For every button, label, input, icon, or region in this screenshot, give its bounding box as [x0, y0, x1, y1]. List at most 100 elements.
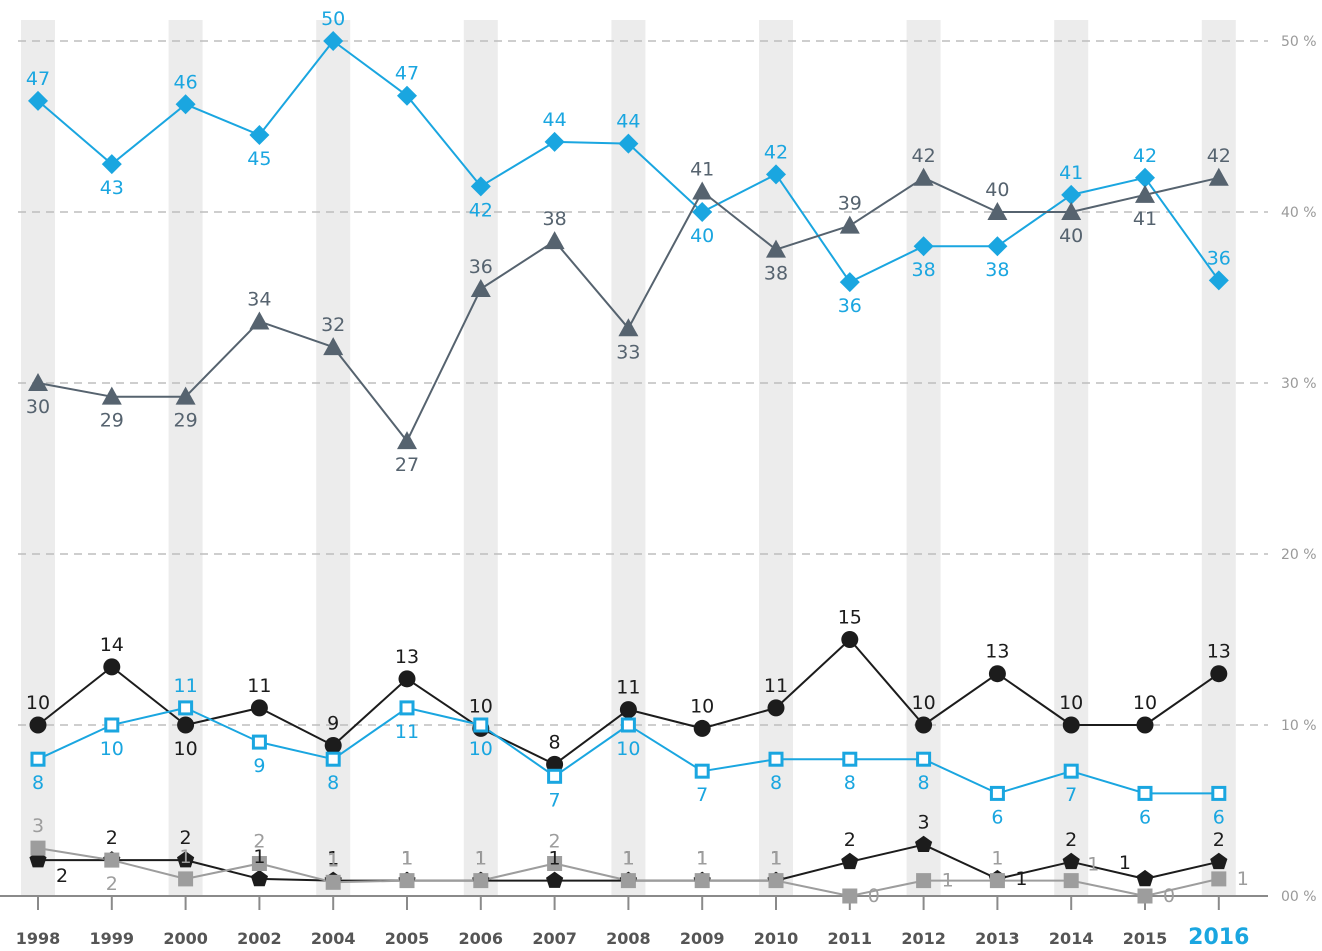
data-label: 10	[616, 738, 640, 760]
data-point-square	[547, 856, 563, 872]
y-tick-label: 40 %	[1281, 205, 1317, 221]
data-label: 47	[26, 68, 50, 90]
data-point-diamond	[618, 133, 639, 154]
data-label: 6	[991, 806, 1003, 828]
data-point-diamond	[1061, 184, 1082, 205]
x-tick-label-2009: 2009	[680, 929, 725, 948]
data-label: 11	[174, 675, 198, 697]
data-point-triangle	[913, 167, 934, 186]
y-tick-label: 10 %	[1281, 718, 1317, 734]
data-label: 1	[327, 849, 339, 871]
data-label: 44	[543, 109, 567, 131]
data-label: 32	[321, 314, 345, 336]
data-point-circle	[619, 701, 637, 719]
data-point-square-open	[1137, 785, 1153, 801]
column-band-2008	[611, 20, 646, 896]
data-point-circle	[915, 716, 933, 734]
data-point-circle	[767, 699, 785, 717]
column-band-1998	[21, 20, 55, 896]
data-label: 10	[1059, 692, 1083, 714]
data-point-square-open	[1211, 785, 1227, 801]
x-tick-label-1998: 1998	[16, 929, 61, 948]
data-label: 14	[100, 634, 124, 656]
data-label: 11	[247, 675, 271, 697]
column-band-2016	[1201, 20, 1236, 896]
data-label: 0	[1163, 885, 1175, 907]
data-point-triangle	[1061, 202, 1082, 220]
y-tick-label: 00 %	[1281, 889, 1317, 905]
data-label: 46	[174, 71, 198, 93]
data-label: 2	[106, 827, 118, 849]
data-label: 11	[764, 675, 788, 697]
x-tick-label-2011: 2011	[828, 929, 873, 948]
data-point-pentagon	[1062, 852, 1080, 870]
data-point-diamond	[249, 125, 270, 146]
data-point-diamond	[28, 90, 48, 111]
data-label: 29	[100, 410, 124, 432]
data-label: 50	[321, 8, 345, 30]
data-point-circle	[988, 665, 1006, 683]
data-point-square-open	[1063, 763, 1079, 779]
data-point-diamond	[1208, 270, 1229, 291]
data-label: 11	[616, 677, 640, 699]
data-label: 2	[180, 827, 192, 849]
data-label: 1	[991, 848, 1003, 870]
data-point-diamond	[913, 236, 934, 257]
data-label: 30	[26, 396, 50, 418]
x-axis: 1998 1999 2000 2002 2004 2005 2006 2007 2008 2009…	[0, 895, 1268, 950]
data-point-square	[251, 856, 267, 872]
data-label: 10	[174, 738, 198, 760]
data-point-triangle	[987, 202, 1008, 220]
data-label: 10	[469, 695, 493, 717]
x-tick-label-2016: 2016	[1188, 925, 1249, 950]
data-label: 41	[1059, 162, 1083, 184]
data-point-pentagon	[177, 851, 195, 868]
data-point-circle	[29, 716, 47, 734]
data-label: 42	[1207, 145, 1231, 167]
data-label: 10	[26, 692, 50, 714]
series-markers	[28, 31, 1229, 904]
data-point-circle	[693, 719, 711, 737]
x-tick-label-2013: 2013	[975, 929, 1020, 948]
data-point-triangle	[1135, 184, 1155, 203]
x-tick-label-1999: 1999	[90, 929, 135, 948]
data-point-pentagon	[546, 871, 564, 888]
data-label: 47	[395, 63, 419, 85]
data-point-square	[989, 873, 1005, 889]
data-point-square-open	[473, 717, 489, 733]
data-label: 3	[32, 815, 44, 837]
data-point-circle	[546, 755, 564, 773]
data-point-square	[620, 873, 636, 889]
x-tick-label-2015: 2015	[1123, 929, 1168, 948]
data-label: 40	[985, 179, 1009, 201]
data-label: 10	[912, 692, 936, 714]
column-band-2000	[168, 20, 203, 896]
y-tick-label: 30 %	[1281, 376, 1317, 392]
column-band-2012	[906, 20, 941, 896]
data-label: 1	[1087, 854, 1099, 876]
data-label: 8	[770, 772, 782, 794]
data-point-diamond	[839, 272, 860, 293]
data-label: 1	[942, 870, 954, 892]
data-point-pentagon	[250, 869, 268, 887]
data-label: 1	[770, 848, 782, 870]
data-label: 1	[622, 848, 634, 870]
data-point-square	[30, 840, 46, 856]
data-point-triangle	[839, 215, 860, 234]
data-label: 1	[696, 848, 708, 870]
data-label: 8	[844, 772, 856, 794]
data-point-triangle	[323, 337, 344, 356]
data-label: 9	[327, 713, 339, 735]
data-point-square-open	[399, 700, 415, 716]
data-point-pentagon	[915, 835, 933, 852]
data-label: 36	[1207, 247, 1231, 269]
data-point-square-open	[178, 700, 194, 716]
data-label: 36	[838, 295, 862, 317]
data-point-circle	[250, 699, 268, 717]
data-label: 34	[247, 288, 271, 310]
data-point-circle	[1136, 716, 1154, 734]
data-point-square	[399, 873, 415, 889]
data-point-diamond	[766, 164, 786, 185]
data-point-square-open	[842, 751, 858, 767]
